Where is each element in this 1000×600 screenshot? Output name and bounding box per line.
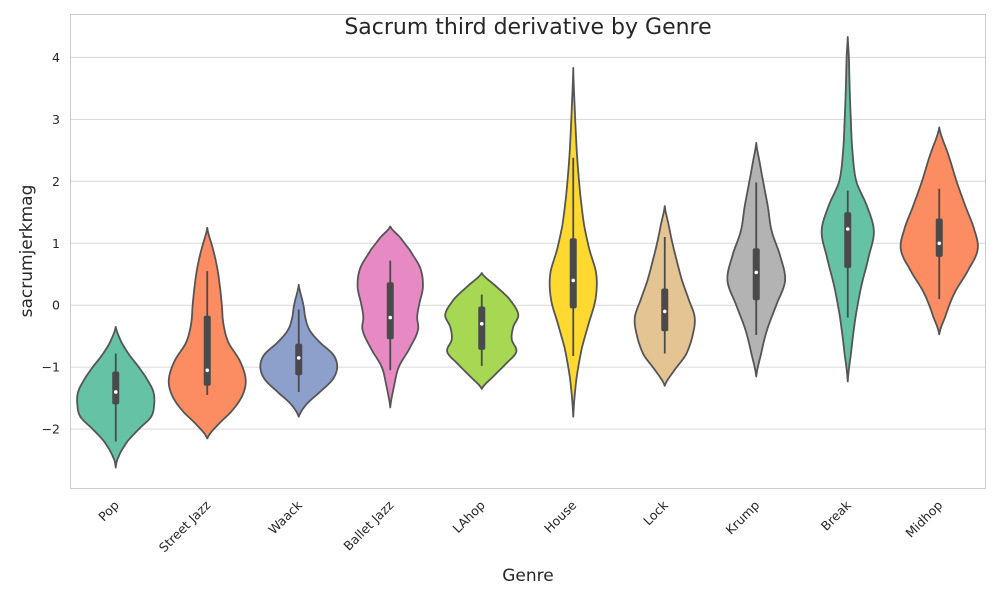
violin-lahop (444, 272, 520, 390)
y-tick-label: 0 (52, 298, 60, 313)
violin-median (662, 309, 667, 314)
violin-median (113, 390, 118, 394)
plot-frame (70, 14, 986, 489)
violin-iqr-box (752, 248, 760, 301)
chart-title: Sacrum third derivative by Genre (344, 15, 711, 40)
x-tick-label: Lock (640, 497, 671, 528)
x-tick-label: Street Jazz (156, 497, 214, 555)
violin-house (548, 67, 598, 418)
violin-median (845, 227, 850, 231)
violin-iqr-box (478, 306, 486, 350)
violin-ballet-jazz (356, 225, 424, 409)
violin-median (754, 270, 759, 275)
violins (76, 36, 979, 469)
violin-median (479, 322, 484, 326)
violin-pop (76, 326, 156, 469)
violin-iqr-box (386, 282, 394, 340)
violin-midhop (899, 126, 979, 336)
y-tick-label: 4 (52, 50, 60, 65)
violin-median (296, 356, 301, 360)
violin-lock (633, 205, 696, 387)
violin-krump (726, 141, 787, 378)
x-tick-label: Break (818, 497, 855, 534)
violin-iqr-box (935, 218, 943, 257)
x-tick-label: Pop (95, 497, 122, 524)
violin-street-jazz (167, 226, 247, 440)
y-tick-label: 2 (52, 174, 60, 189)
violin-median (205, 368, 210, 373)
x-tick-label: House (541, 497, 580, 536)
x-tick-label: Waack (265, 497, 305, 537)
y-axis-label: sacrumjerkmag (17, 185, 37, 318)
y-tick-label: 1 (52, 236, 60, 251)
violin-median (937, 241, 942, 246)
violin-iqr-box (569, 238, 577, 309)
x-tick-label: LAhop (449, 497, 487, 535)
violin-waack (259, 283, 339, 418)
violin-iqr-box (112, 371, 120, 405)
x-tick-labels: Pop Street Jazz Waack Ballet Jazz LAhop House… (95, 497, 945, 555)
violin-iqr-box (844, 212, 852, 269)
violin-median (388, 315, 393, 320)
x-tick-label: Ballet Jazz (340, 497, 396, 553)
x-tick-label: Midhop (902, 497, 945, 540)
y-tick-label: −2 (42, 422, 60, 437)
x-tick-label: Krump (723, 497, 763, 537)
x-axis-label: Genre (502, 566, 553, 586)
y-tick-label: −1 (42, 360, 60, 375)
y-tick-labels: −2 −1 0 1 2 3 4 (42, 50, 60, 437)
violin-break (820, 36, 875, 383)
violin-median (571, 278, 576, 283)
violin-iqr-box (203, 315, 211, 386)
y-tick-label: 3 (52, 112, 60, 127)
